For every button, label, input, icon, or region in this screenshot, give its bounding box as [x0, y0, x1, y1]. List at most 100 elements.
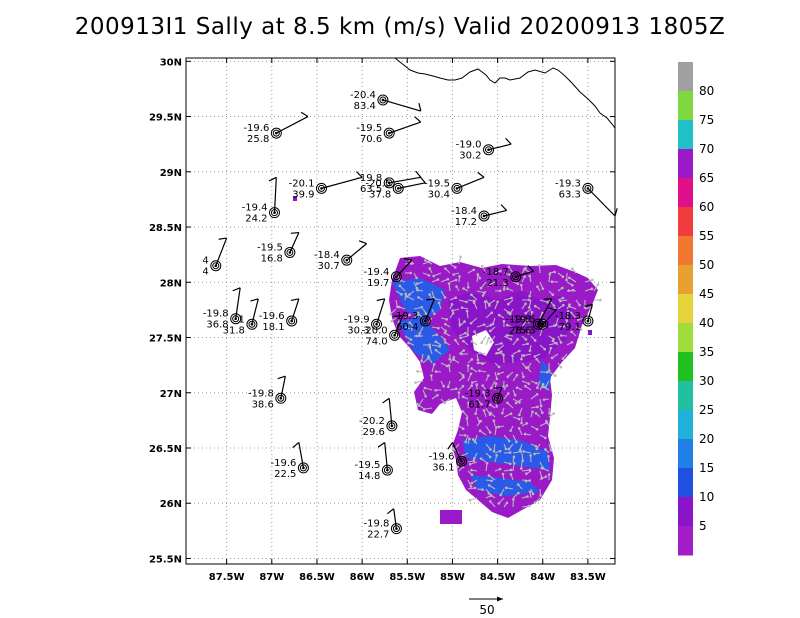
wind-arrow-head — [506, 302, 510, 306]
wind-arrow-head — [506, 287, 509, 290]
lat-tick-label: 26N — [160, 499, 182, 510]
wind-arrow-head — [567, 289, 571, 292]
wind-barb-feather — [477, 171, 485, 178]
station-temp-label: -19.3 — [392, 311, 418, 322]
wind-arrow-head — [476, 358, 480, 362]
wind-arrow-head — [480, 341, 483, 344]
wind-arrow-head — [553, 324, 556, 328]
wind-barb-staff — [394, 315, 404, 336]
wind-arrow — [548, 274, 551, 283]
wind-arrow-head — [492, 419, 496, 422]
wind-arrow-head — [479, 419, 483, 423]
wind-arrow-head — [390, 319, 393, 323]
wind-barb-feather — [403, 257, 412, 261]
station-ring — [584, 184, 592, 192]
lat-tick-label: 27N — [160, 389, 182, 400]
wind-arrow-head — [497, 348, 500, 351]
wind-arrow-head — [459, 336, 462, 340]
station-value-label: 22.5 — [274, 469, 296, 480]
wind-arrow-head — [596, 283, 600, 286]
observation-station: -19.625.8 — [243, 111, 309, 145]
station-value-label: 17.2 — [455, 217, 477, 228]
wind-arrow-head — [485, 461, 489, 465]
station-dot — [487, 148, 490, 151]
station-dot — [279, 396, 283, 400]
station-dot — [387, 131, 391, 135]
observation-station: -19.575.5 — [510, 307, 557, 336]
wind-arrow-head — [428, 293, 431, 296]
wind-arrow-head — [562, 303, 565, 307]
wind-arrow-head — [546, 300, 549, 304]
wind-arrow-head — [495, 377, 499, 381]
station-ring — [275, 392, 287, 404]
wind-arrow-head — [420, 359, 423, 363]
wind-arrow-head — [536, 285, 539, 289]
wind-arrow-head — [466, 364, 470, 367]
station-dot — [386, 468, 389, 472]
colorbar-segment — [678, 120, 693, 150]
wind-arrow-head — [541, 382, 545, 386]
wind-arrow-head — [417, 296, 420, 299]
station-value-label: 75.5 — [513, 325, 535, 336]
wind-arrow-head — [489, 448, 492, 451]
observation-station: -19.836.8 — [203, 287, 242, 331]
station-temp-label: -20.5 — [365, 178, 391, 189]
wind-arrow-head — [405, 295, 409, 298]
station-ring — [537, 318, 549, 330]
station-ring — [451, 182, 463, 194]
station-temp-label: 1 — [239, 314, 245, 325]
station-dot — [396, 187, 400, 190]
station-ring — [341, 254, 353, 266]
wind-region-purple — [440, 510, 462, 524]
station-value-label: 74.0 — [365, 336, 387, 347]
wind-arrow-head — [507, 447, 511, 451]
station-value-label: 24.2 — [245, 214, 267, 225]
station-ring — [392, 182, 404, 194]
station-ring — [478, 210, 490, 222]
observation-station: -19.030.2 — [456, 137, 512, 162]
wind-arrow-head — [465, 416, 469, 420]
wind-arrow-head — [550, 356, 554, 360]
wind-arrow-head — [565, 278, 568, 282]
wind-arrow-head — [545, 370, 549, 374]
station-ring — [383, 466, 391, 474]
wind-arrow-head — [549, 449, 553, 452]
wind-arrow-head — [547, 473, 551, 476]
wind-arrow-head — [507, 265, 511, 269]
wind-barb-feather — [426, 298, 435, 301]
wind-barb-staff — [251, 298, 259, 325]
wind-barb-staff — [321, 176, 363, 189]
observation-station: -19.618.1 — [259, 298, 300, 333]
wind-arrow-head — [424, 312, 428, 315]
wind-arrow-head — [429, 374, 433, 377]
wind-barb-staff — [395, 259, 413, 278]
map-title: 200913I1 Sally at 8.5 km (m/s) Valid 202… — [74, 14, 726, 40]
lon-tick-label: 83.5W — [570, 572, 606, 583]
colorbar-segment — [678, 526, 693, 556]
wind-arrow-head — [462, 375, 465, 379]
wind-arrow-head — [544, 419, 548, 423]
wind-arrow-head — [415, 276, 418, 280]
wind-arrow-head — [446, 277, 450, 281]
colorbar-segment — [678, 497, 693, 527]
wind-arrow-head — [427, 355, 430, 358]
station-ring — [271, 209, 279, 217]
wind-arrow-head — [416, 288, 419, 292]
station-ring — [246, 318, 258, 330]
wind-arrow-head — [478, 429, 482, 433]
wind-arrow-head — [397, 305, 401, 309]
station-ring — [299, 464, 307, 472]
wind-arrow-head — [501, 472, 505, 476]
wind-arrow-head — [543, 347, 547, 351]
wind-arrow-head — [528, 490, 532, 494]
station-dot — [387, 181, 391, 185]
station-dot — [514, 275, 517, 279]
wind-arrow-head — [472, 301, 476, 304]
wind-arrow-head — [457, 391, 461, 394]
wind-arrow — [503, 297, 512, 301]
wind-arrow-head — [494, 426, 498, 429]
wind-arrow-head — [535, 447, 539, 451]
wind-arrow-head — [522, 354, 526, 357]
wind-arrow-head — [497, 365, 501, 369]
wind-arrow-head — [487, 336, 491, 340]
